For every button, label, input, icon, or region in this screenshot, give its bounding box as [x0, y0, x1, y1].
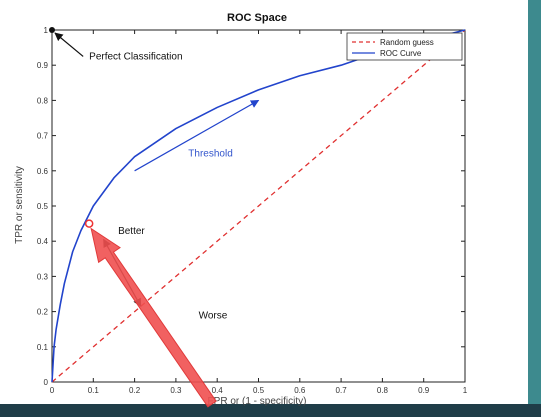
series-layer: [51, 29, 466, 383]
better-label: Better: [118, 226, 145, 237]
y-axis-title: TPR or sensitivity: [14, 166, 25, 244]
annotation-layer: Perfect Classification Better Worse Thresho…: [49, 27, 260, 408]
roc-curve-line: [51, 29, 466, 383]
x-tick-label: 0.5: [253, 386, 265, 395]
perfect-classification-arrow: [54, 32, 84, 57]
y-tick-label: 1: [44, 26, 49, 35]
y-tick-label: 0.1: [37, 343, 49, 352]
x-tick-label: 0.9: [418, 386, 430, 395]
x-axis-title: FPR or (1 - specificity): [208, 396, 307, 407]
perfect-classification-point: [49, 27, 55, 33]
worse-label: Worse: [199, 311, 228, 322]
ticks-layer: 0 0.1 0.2 0.3 0.4 0.5 0.6 0.7 0.8 0.9 1 0 0.1 0.2 0.3 0…: [37, 26, 468, 395]
red-pointer-arrow: [90, 227, 217, 408]
chart-title: ROC Space: [227, 12, 287, 24]
x-tick-label: 0.3: [170, 386, 182, 395]
x-tick-label: 0.7: [336, 386, 348, 395]
y-tick-label: 0.6: [37, 167, 49, 176]
threshold-arrow: [134, 99, 260, 172]
highlight-point: [84, 219, 94, 228]
y-tick-label: 0.2: [37, 308, 49, 317]
x-tick-label: 0.6: [294, 386, 306, 395]
legend-entry: ROC Curve: [380, 49, 422, 58]
x-tick-label: 1: [463, 386, 468, 395]
y-tick-label: 0.4: [37, 237, 49, 246]
legend-box: [346, 32, 463, 61]
perfect-classification-label: Perfect Classification: [89, 51, 182, 62]
x-tick-label: 0.2: [129, 386, 141, 395]
threshold-label: Threshold: [188, 149, 232, 160]
legend: Random guess ROC Curve: [346, 32, 463, 61]
y-tick-label: 0.9: [37, 61, 49, 70]
y-tick-label: 0: [44, 378, 49, 387]
y-tick-label: 0.7: [37, 132, 49, 141]
y-tick-label: 0.3: [37, 272, 49, 281]
x-tick-label: 0.8: [377, 386, 389, 395]
x-tick-label: 0.1: [88, 386, 100, 395]
x-tick-label: 0: [50, 386, 55, 395]
y-tick-label: 0.8: [37, 96, 49, 105]
y-tick-label: 0.5: [37, 202, 49, 211]
background-strip-right: [528, 0, 541, 417]
x-tick-label: 0.4: [212, 386, 224, 395]
background-strip-bottom: [0, 404, 541, 417]
random-guess-line: [51, 29, 466, 383]
legend-entry: Random guess: [380, 38, 434, 47]
